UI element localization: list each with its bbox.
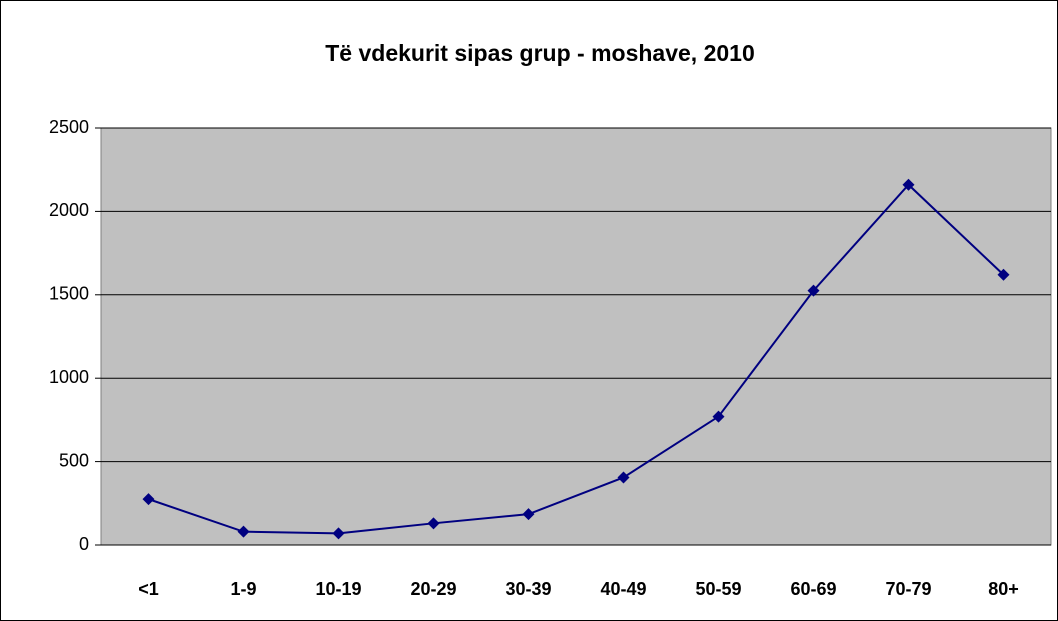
marker xyxy=(712,410,725,423)
x-tick-label: 70-79 xyxy=(885,579,931,599)
x-tick-label: 30-39 xyxy=(505,579,551,599)
x-tick-label: 40-49 xyxy=(600,579,646,599)
series-line xyxy=(148,183,1005,535)
x-tick-label: 10-19 xyxy=(315,579,361,599)
marker xyxy=(902,178,915,191)
marker xyxy=(332,527,345,540)
x-tick-label: 80+ xyxy=(988,579,1019,599)
x-tick-label: 1-9 xyxy=(230,579,256,599)
marker xyxy=(237,525,250,538)
marker xyxy=(142,493,155,506)
y-tick-label: 1000 xyxy=(49,367,89,387)
x-tick-label: 50-59 xyxy=(695,579,741,599)
y-tick-label: 2000 xyxy=(49,200,89,220)
plot-area xyxy=(100,127,1052,546)
chart-title: Të vdekurit sipas grup - moshave, 2010 xyxy=(325,40,755,66)
marker xyxy=(807,284,820,297)
marker xyxy=(617,471,630,484)
y-tick-label: 0 xyxy=(79,534,89,554)
marker xyxy=(997,268,1010,281)
y-tick-label: 2500 xyxy=(49,117,89,137)
x-tick-label: 20-29 xyxy=(410,579,456,599)
y-tick-label: 1500 xyxy=(49,284,89,304)
marker xyxy=(522,508,535,521)
x-tick-label: <1 xyxy=(138,579,159,599)
x-tick-label: 60-69 xyxy=(790,579,836,599)
marker xyxy=(427,517,440,530)
y-tick-label: 500 xyxy=(59,450,89,470)
